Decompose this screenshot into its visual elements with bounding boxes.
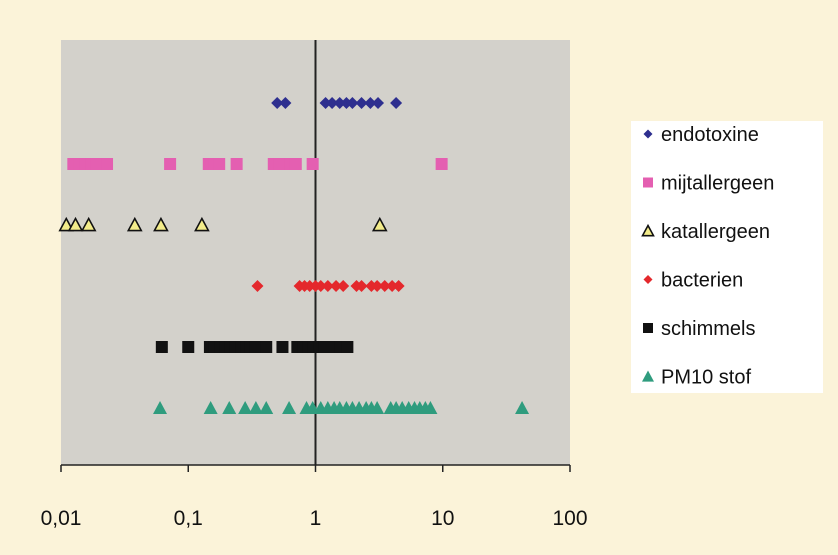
data-point-mijtallergeen (230, 158, 243, 170)
series-pm10-stof (153, 401, 530, 414)
data-point-bacterien (321, 280, 334, 292)
data-point-bacterien (337, 280, 350, 292)
legend-label: endotoxine (661, 124, 759, 146)
x-tick-label: 100 (552, 507, 587, 530)
data-point-schimmels (276, 341, 289, 353)
data-point-endotoxine (333, 97, 346, 109)
data-point-schimmels (155, 341, 168, 353)
series-katallergeen (58, 216, 388, 232)
data-points (58, 97, 530, 414)
data-point-bacterien (251, 280, 264, 292)
data-point-endotoxine (390, 97, 403, 109)
legend-label: katallergeen (661, 221, 770, 243)
data-point-mijtallergeen (213, 158, 226, 170)
series-endotoxine (271, 97, 403, 109)
data-point-schimmels (341, 341, 354, 353)
legend-marker-pm10-stof (642, 370, 654, 382)
data-point-bacterien (355, 280, 368, 292)
data-point-pm10-stof (423, 401, 438, 414)
legend-marker-bacterien (643, 275, 653, 284)
data-point-endotoxine (279, 97, 292, 109)
data-point-katallergeen (194, 216, 210, 232)
data-point-pm10-stof (248, 401, 263, 414)
legend-label: mijtallergeen (661, 173, 774, 195)
data-point-katallergeen (126, 216, 143, 232)
legend-label: PM10 stof (661, 367, 751, 389)
data-point-endotoxine (364, 97, 377, 109)
data-point-pm10-stof (238, 401, 253, 414)
data-point-pm10-stof (222, 401, 237, 414)
series-mijtallergeen (67, 158, 448, 170)
data-point-schimmels (260, 341, 273, 353)
data-point-schimmels (182, 341, 195, 353)
x-axis-ticks (60, 465, 571, 472)
data-point-katallergeen (58, 216, 75, 232)
data-point-mijtallergeen (289, 158, 302, 170)
data-point-pm10-stof (370, 401, 385, 414)
legend-entry-schimmels: schimmels (643, 318, 755, 340)
data-point-endotoxine (271, 97, 284, 109)
data-point-katallergeen (80, 216, 97, 232)
data-point-bacterien (314, 280, 327, 292)
data-point-pm10-stof (515, 401, 530, 414)
data-point-mijtallergeen (306, 158, 319, 170)
x-tick-label: 10 (431, 507, 454, 530)
data-point-mijtallergeen (435, 158, 448, 170)
legend-entry-katallergeen: katallergeen (641, 221, 770, 243)
data-point-bacterien (330, 280, 343, 292)
legend-label: schimmels (661, 318, 755, 340)
legend-entry-pm10-stof: PM10 stof (642, 367, 751, 389)
data-point-katallergeen (371, 216, 388, 232)
legend-entry-bacterien: bacterien (643, 270, 743, 292)
x-tick-label: 0,1 (174, 507, 203, 530)
legend-marker-mijtallergeen (643, 177, 653, 188)
legend-entry-endotoxine: endotoxine (643, 124, 759, 146)
legend-label: bacterien (661, 270, 743, 292)
series-schimmels (155, 341, 354, 353)
data-point-endotoxine (326, 97, 339, 109)
data-point-endotoxine (319, 97, 332, 109)
x-tick-label: 1 (310, 507, 322, 530)
data-point-pm10-stof (259, 401, 274, 414)
legend-marker-katallergeen (641, 223, 655, 237)
series-bacterien (251, 280, 405, 292)
legend: endotoxine mijtallergeen katallergeen bacte… (631, 121, 823, 393)
data-point-bacterien (378, 280, 391, 292)
data-point-katallergeen (67, 216, 84, 232)
data-point-mijtallergeen (164, 158, 177, 170)
data-point-endotoxine (355, 97, 368, 109)
data-point-katallergeen (153, 216, 169, 232)
data-point-pm10-stof (282, 401, 297, 414)
data-point-bacterien (386, 280, 399, 292)
data-point-endotoxine (372, 97, 385, 109)
legend-marker-endotoxine (643, 129, 653, 139)
legend-marker-schimmels (643, 323, 653, 333)
data-point-endotoxine (346, 97, 359, 109)
x-axis-tick-labels: 0,01 0,1 1 10 100 (41, 507, 588, 530)
data-point-bacterien (371, 280, 384, 292)
legend-box (631, 121, 823, 393)
data-point-mijtallergeen (101, 158, 114, 170)
data-point-pm10-stof (153, 401, 168, 414)
data-point-pm10-stof (203, 401, 218, 414)
legend-entry-mijtallergeen: mijtallergeen (643, 173, 774, 195)
x-tick-label: 0,01 (41, 507, 82, 530)
data-point-bacterien (392, 280, 405, 292)
